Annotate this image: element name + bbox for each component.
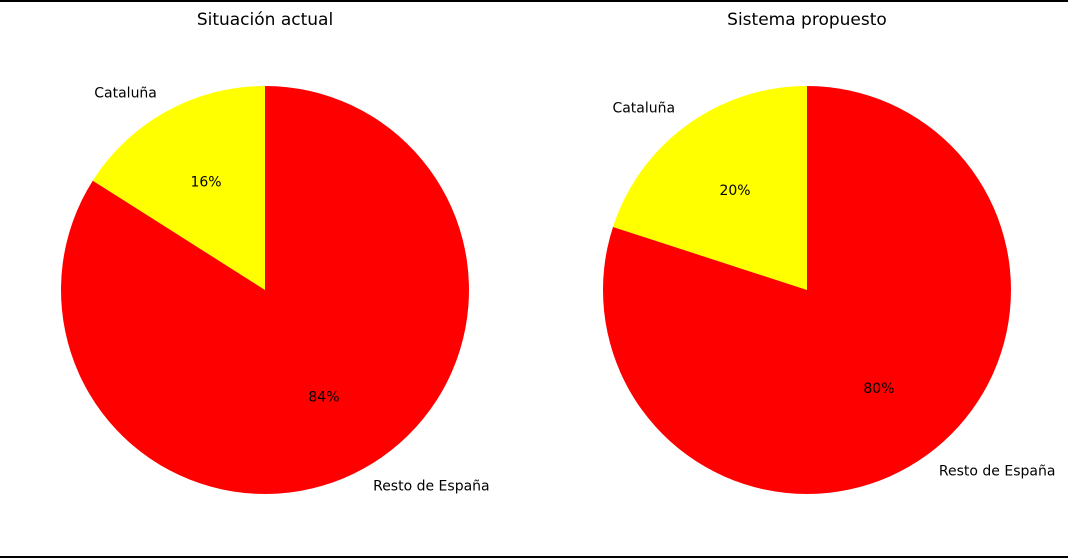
pie-slice xyxy=(603,86,1012,495)
category-label: Cataluña xyxy=(612,100,675,116)
category-label: Cataluña xyxy=(94,85,157,101)
category-label: Resto de España xyxy=(373,479,490,495)
value-label: 20% xyxy=(719,183,750,199)
value-label: 84% xyxy=(308,389,339,405)
value-label: 80% xyxy=(863,381,894,397)
category-label: Resto de España xyxy=(939,464,1056,480)
pie-slice xyxy=(612,86,807,290)
pie-slice xyxy=(61,86,470,494)
chart-title: Situación actual xyxy=(197,10,333,30)
value-label: 16% xyxy=(190,175,221,191)
chart-title: Sistema propuesto xyxy=(727,10,887,30)
pie-slice xyxy=(92,86,265,290)
